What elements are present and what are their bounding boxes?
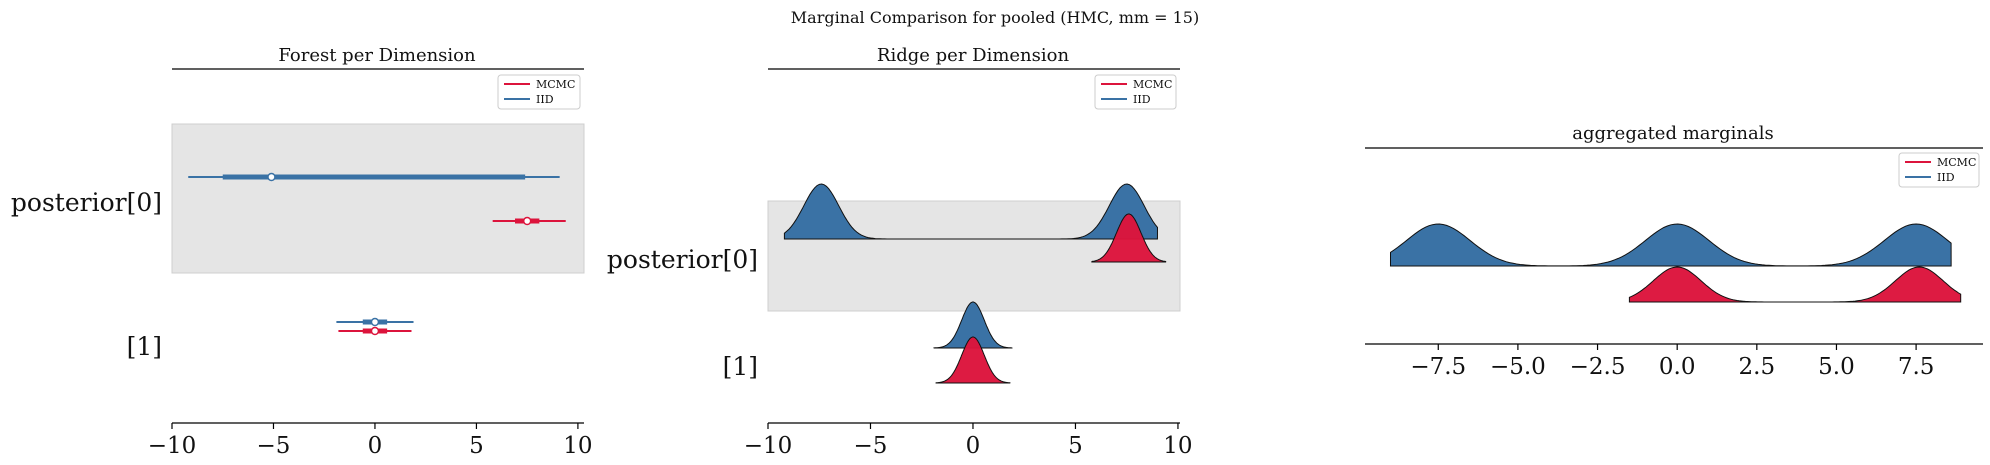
forest-ylabel-0: posterior[0] [11,188,162,217]
ridge-tick-label: 10 [1163,433,1192,459]
forest-marks [188,172,566,336]
aggregated-title: aggregated marginals [1572,123,1773,144]
forest-median-point [370,317,380,327]
aggregated-legend-mcmc: MCMC [1937,156,1976,169]
aggregated-tick-label: −7.5 [1410,354,1466,380]
forest-tick-label: 10 [563,433,592,459]
ridge-ridge-mcmc [935,336,1011,384]
aggregated-tick-label: 0.0 [1659,354,1696,380]
figure-suptitle: Marginal Comparison for pooled (HMC, mm … [791,8,1199,27]
aggregated-tick-label: −5.0 [1490,354,1546,380]
aggregated-ridge-iid [1389,223,1952,267]
forest-ylabel-1: [1] [127,332,162,361]
ridge-marks [783,183,1167,384]
ridge-legend-mcmc: MCMC [1133,78,1172,91]
ridge-ylabel-0: posterior[0] [607,245,758,274]
aggregated-panel: aggregated marginals −7.5 −5.0 −2.5 0.0 2.5 5… [1365,123,1983,380]
ridge-tick-label: 0 [966,433,981,459]
forest-median-point [267,172,276,182]
aggregated-x-ticks: −7.5 −5.0 −2.5 0.0 2.5 5.0 7.5 [1410,344,1934,380]
forest-legend: MCMC IID [497,74,581,110]
aggregated-legend: MCMC IID [1898,152,1980,188]
ridge-legend-iid: IID [1133,93,1151,106]
forest-row-band [171,123,585,274]
ridge-panel: Ridge per Dimension −10 −5 0 5 10 posterior[… [607,45,1193,459]
ridge-title: Ridge per Dimension [877,45,1070,66]
aggregated-tick-label: 5.0 [1818,354,1855,380]
aggregated-tick-label: 2.5 [1739,354,1776,380]
ridge-tick-label: 5 [1068,433,1083,459]
aggregated-tick-label: −2.5 [1570,354,1626,380]
aggregated-legend-iid: IID [1937,171,1955,184]
forest-tick-label: −5 [257,433,291,459]
forest-x-ticks: −10 −5 0 5 10 [148,423,593,459]
aggregated-ridge-mcmc [1628,266,1962,303]
forest-panel: Forest per Dimension −10 −5 0 5 10 posterior… [11,45,593,459]
forest-legend-mcmc: MCMC [536,78,575,91]
ridge-tick-label: −10 [744,433,793,459]
ridge-ridge-mcmc [1091,213,1167,263]
ridge-x-ticks: −10 −5 0 5 10 [744,423,1193,459]
forest-legend-iid: IID [536,93,554,106]
forest-title: Forest per Dimension [278,45,476,66]
forest-median-point [522,216,532,226]
ridge-tick-label: −5 [854,433,888,459]
forest-tick-label: −10 [148,433,197,459]
ridge-legend: MCMC IID [1094,74,1177,110]
forest-tick-label: 0 [368,433,383,459]
forest-tick-label: 5 [469,433,484,459]
aggregated-marks [1389,223,1962,303]
ridge-ridge-iid [933,301,1013,349]
forest-median-point [370,326,380,336]
ridge-ylabel-1: [1] [723,352,758,381]
aggregated-tick-label: 7.5 [1898,354,1935,380]
